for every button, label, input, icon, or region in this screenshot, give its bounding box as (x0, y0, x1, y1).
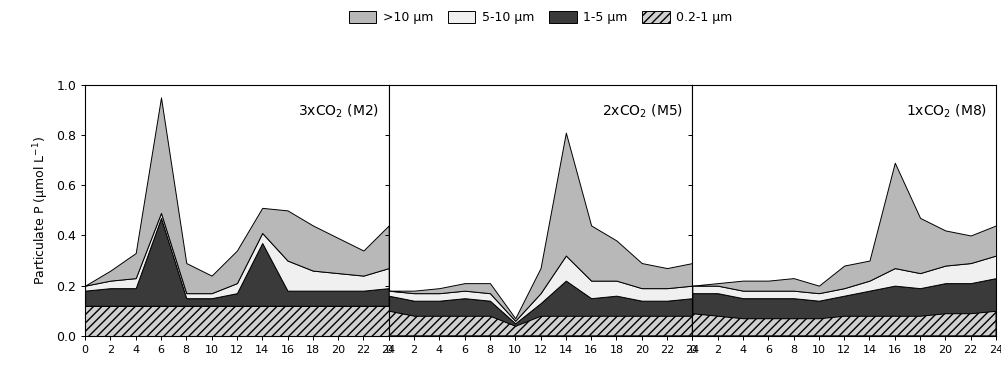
Legend: >10 µm, 5-10 µm, 1-5 µm, 0.2-1 µm: >10 µm, 5-10 µm, 1-5 µm, 0.2-1 µm (344, 6, 737, 29)
Text: 1xCO$_2$ (M8): 1xCO$_2$ (M8) (906, 102, 987, 120)
Text: 2xCO$_2$ (M5): 2xCO$_2$ (M5) (602, 102, 684, 120)
Y-axis label: Particulate P (µmol L$^{-1}$): Particulate P (µmol L$^{-1}$) (31, 136, 50, 285)
Text: 3xCO$_2$ (M2): 3xCO$_2$ (M2) (298, 102, 379, 120)
